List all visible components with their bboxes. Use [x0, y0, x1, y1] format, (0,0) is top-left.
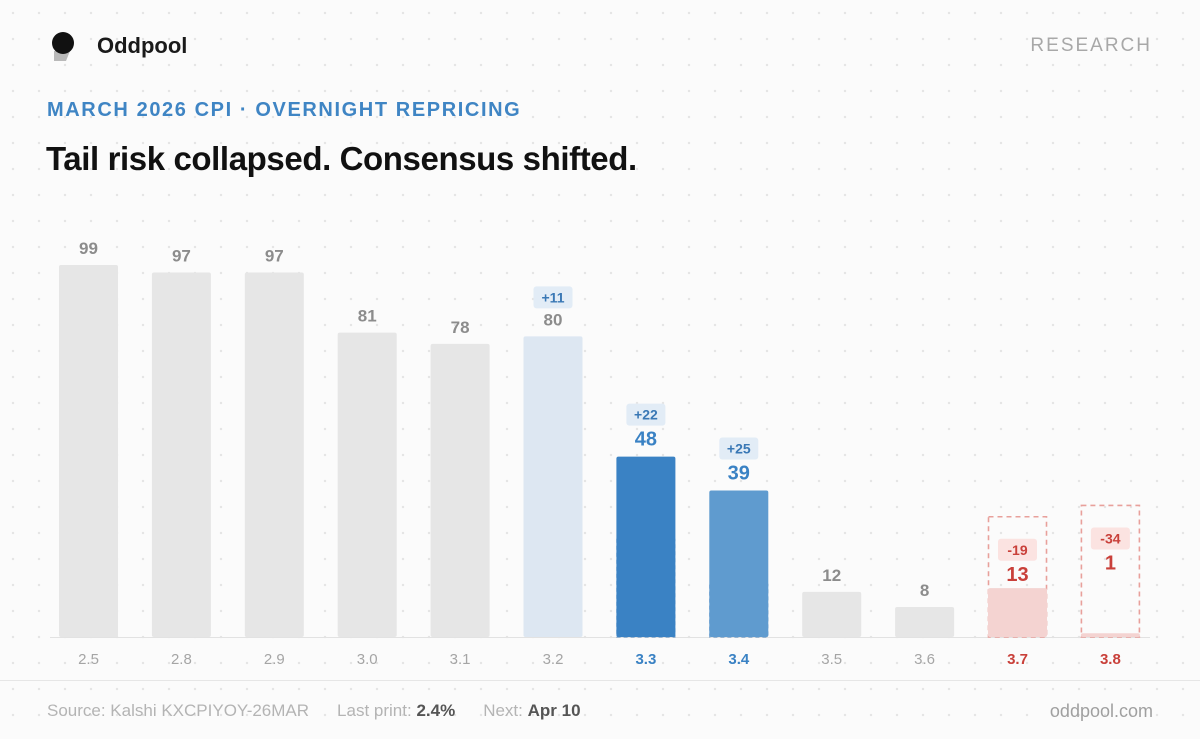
- x-tick-label: 3.7: [1007, 651, 1028, 668]
- section-label: RESEARCH: [1030, 35, 1152, 56]
- change-badge-label: +22: [634, 407, 658, 423]
- change-badge-label: +11: [542, 289, 565, 305]
- bar: [59, 265, 118, 637]
- x-tick-label: 3.1: [450, 651, 471, 668]
- x-tick-label: 3.8: [1100, 651, 1121, 668]
- x-tick-label: 3.3: [635, 651, 656, 668]
- bar-chart: 992.5972.8972.9813.0783.180+113.248+223.…: [50, 239, 1150, 668]
- bar: [988, 588, 1047, 637]
- change-badge: [1090, 527, 1130, 550]
- change-badge: [626, 403, 666, 426]
- site-link[interactable]: oddpool.com: [1049, 701, 1153, 721]
- source-text: Source: Kalshi KXCPIYOY-26MAR: [47, 701, 310, 720]
- bar-value-label: 13: [1006, 564, 1028, 586]
- bar-value-label: 39: [728, 462, 750, 484]
- oddpool-logo-icon: [52, 32, 74, 61]
- next-value: Apr 10: [527, 701, 581, 720]
- bar-value-label: 97: [172, 247, 191, 266]
- bar: [1080, 633, 1140, 637]
- bar: [337, 332, 397, 637]
- x-tick-label: 3.0: [357, 651, 378, 668]
- x-tick-label: 2.5: [78, 651, 99, 668]
- x-tick-label: 2.9: [264, 651, 285, 668]
- bar: [802, 591, 862, 637]
- x-tick-label: 2.8: [171, 651, 192, 668]
- eyebrow-title: MARCH 2026 CPI · OVERNIGHT REPRICING: [47, 99, 522, 121]
- change-badge: [533, 286, 573, 309]
- headline: Tail risk collapsed. Consensus shifted.: [46, 140, 637, 177]
- bar-value-label: 80: [544, 310, 563, 329]
- bar-value-label: 99: [79, 239, 98, 258]
- last-print-label: Last print:: [337, 701, 412, 720]
- footer-divider: [0, 680, 1200, 681]
- bar: [151, 272, 211, 637]
- change-badge-label: +25: [727, 440, 751, 456]
- bar: [430, 343, 490, 637]
- bar-value-label: 48: [635, 429, 657, 451]
- bar: [523, 336, 583, 637]
- last-print-value: 2.4%: [416, 701, 456, 720]
- bar-value-label: 81: [358, 307, 377, 326]
- footer-meta: Source: Kalshi KXCPIYOY-26MAR Last print…: [47, 701, 609, 721]
- last-print: Last print: 2.4%: [337, 701, 455, 721]
- next-label: Next:: [483, 701, 523, 720]
- x-tick-label: 3.6: [914, 651, 935, 668]
- change-badge: [998, 538, 1037, 561]
- change-badge-label: -19: [1007, 542, 1027, 558]
- bar-value-label: 97: [265, 247, 284, 266]
- bar-value-label: 1: [1105, 552, 1116, 574]
- change-badge-label: -34: [1100, 530, 1120, 546]
- bar: [895, 606, 955, 637]
- next-release: Next: Apr 10: [483, 701, 580, 721]
- x-tick-label: 3.5: [821, 651, 842, 668]
- bar: [244, 272, 304, 637]
- change-badge: [719, 437, 759, 460]
- bar-value-label: 78: [451, 318, 470, 337]
- bar: [709, 490, 769, 637]
- x-tick-label: 3.2: [543, 651, 564, 668]
- x-tick-label: 3.4: [728, 651, 750, 668]
- bar-value-label: 8: [920, 581, 929, 600]
- bar-value-label: 12: [822, 566, 841, 585]
- brand-name: Oddpool: [97, 33, 188, 58]
- bar: [616, 456, 676, 637]
